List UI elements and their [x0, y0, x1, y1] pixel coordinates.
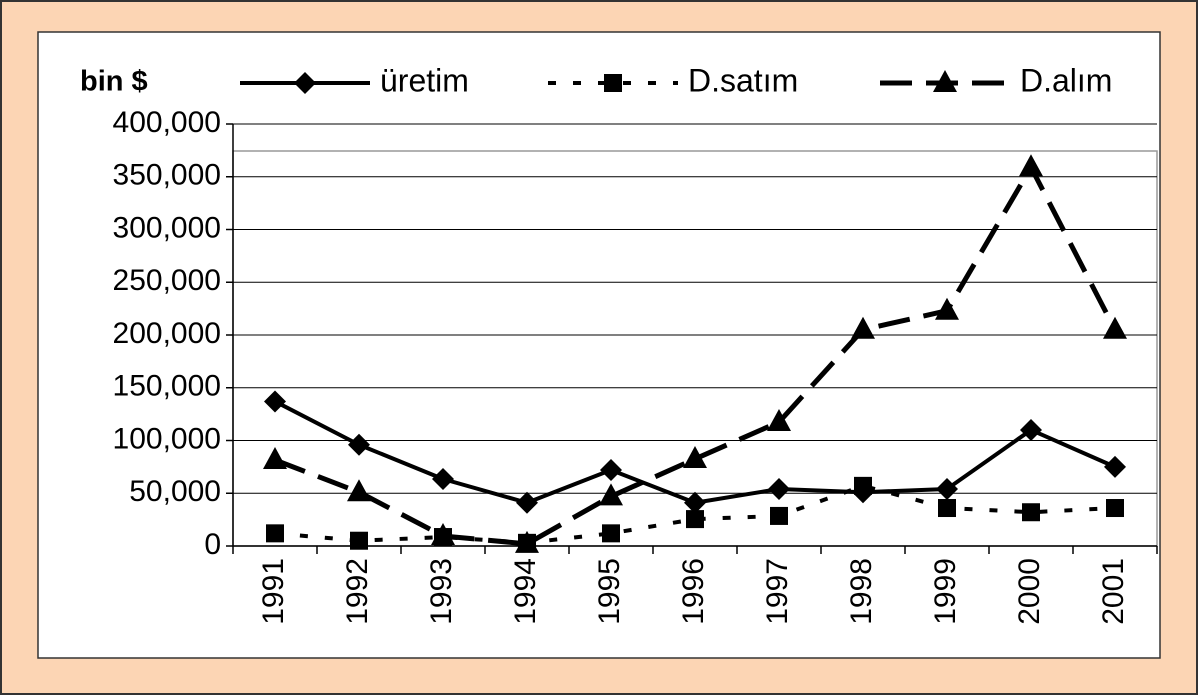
- y-tick-label: 250,000: [113, 264, 221, 297]
- y-axis-label: bin $: [80, 66, 148, 98]
- marker: [851, 316, 875, 339]
- x-tick-label: 1994: [509, 558, 542, 625]
- marker: [684, 491, 706, 514]
- marker: [1019, 154, 1043, 177]
- marker: [768, 478, 790, 501]
- x-tick-label: 1999: [929, 558, 962, 625]
- x-tick-label: 2000: [1013, 558, 1046, 625]
- y-tick-label: 100,000: [113, 422, 221, 455]
- y-tick-label: 200,000: [113, 317, 221, 350]
- marker: [1103, 316, 1127, 339]
- marker: [431, 522, 455, 545]
- y-tick-label: 50,000: [129, 475, 221, 508]
- marker: [1020, 418, 1042, 441]
- marker: [1022, 503, 1040, 522]
- marker: [770, 506, 788, 525]
- marker: [347, 479, 371, 502]
- chart-area: [37, 31, 1161, 659]
- x-tick-label: 1993: [425, 558, 458, 625]
- marker: [602, 524, 620, 543]
- x-tick-label: 1992: [341, 558, 374, 625]
- y-tick-label: 150,000: [113, 370, 221, 403]
- marker: [266, 524, 284, 543]
- marker: [936, 478, 958, 501]
- marker: [1106, 499, 1124, 518]
- y-tick-label: 300,000: [113, 211, 221, 244]
- marker: [350, 531, 368, 550]
- marker: [854, 476, 872, 495]
- marker: [686, 510, 704, 529]
- marker: [938, 499, 956, 518]
- y-tick-label: 400,000: [113, 106, 221, 139]
- marker: [263, 447, 287, 470]
- legend-marker: [604, 74, 622, 92]
- legend-label: üretim: [380, 62, 469, 98]
- marker: [599, 483, 623, 506]
- legend-marker: [294, 72, 316, 94]
- legend-label: D.satım: [688, 62, 798, 98]
- marker: [515, 530, 539, 553]
- marker: [600, 459, 622, 482]
- x-tick-label: 2001: [1097, 558, 1130, 625]
- marker: [348, 433, 370, 456]
- marker: [683, 445, 707, 468]
- x-tick-label: 1997: [761, 558, 794, 625]
- marker: [432, 468, 454, 491]
- y-tick-label: 350,000: [113, 159, 221, 192]
- x-tick-label: 1996: [677, 558, 710, 625]
- y-tick-label: 0: [204, 528, 221, 561]
- marker: [1104, 455, 1126, 478]
- marker: [516, 491, 538, 514]
- marker: [264, 390, 286, 413]
- legend-label: D.alım: [1020, 62, 1112, 98]
- legend-marker: [933, 70, 957, 92]
- marker: [767, 409, 791, 432]
- x-tick-label: 1998: [845, 558, 878, 625]
- series-line: [274, 164, 1118, 547]
- x-tick-label: 1991: [257, 558, 290, 625]
- x-tick-label: 1995: [593, 558, 626, 625]
- marker: [935, 297, 959, 320]
